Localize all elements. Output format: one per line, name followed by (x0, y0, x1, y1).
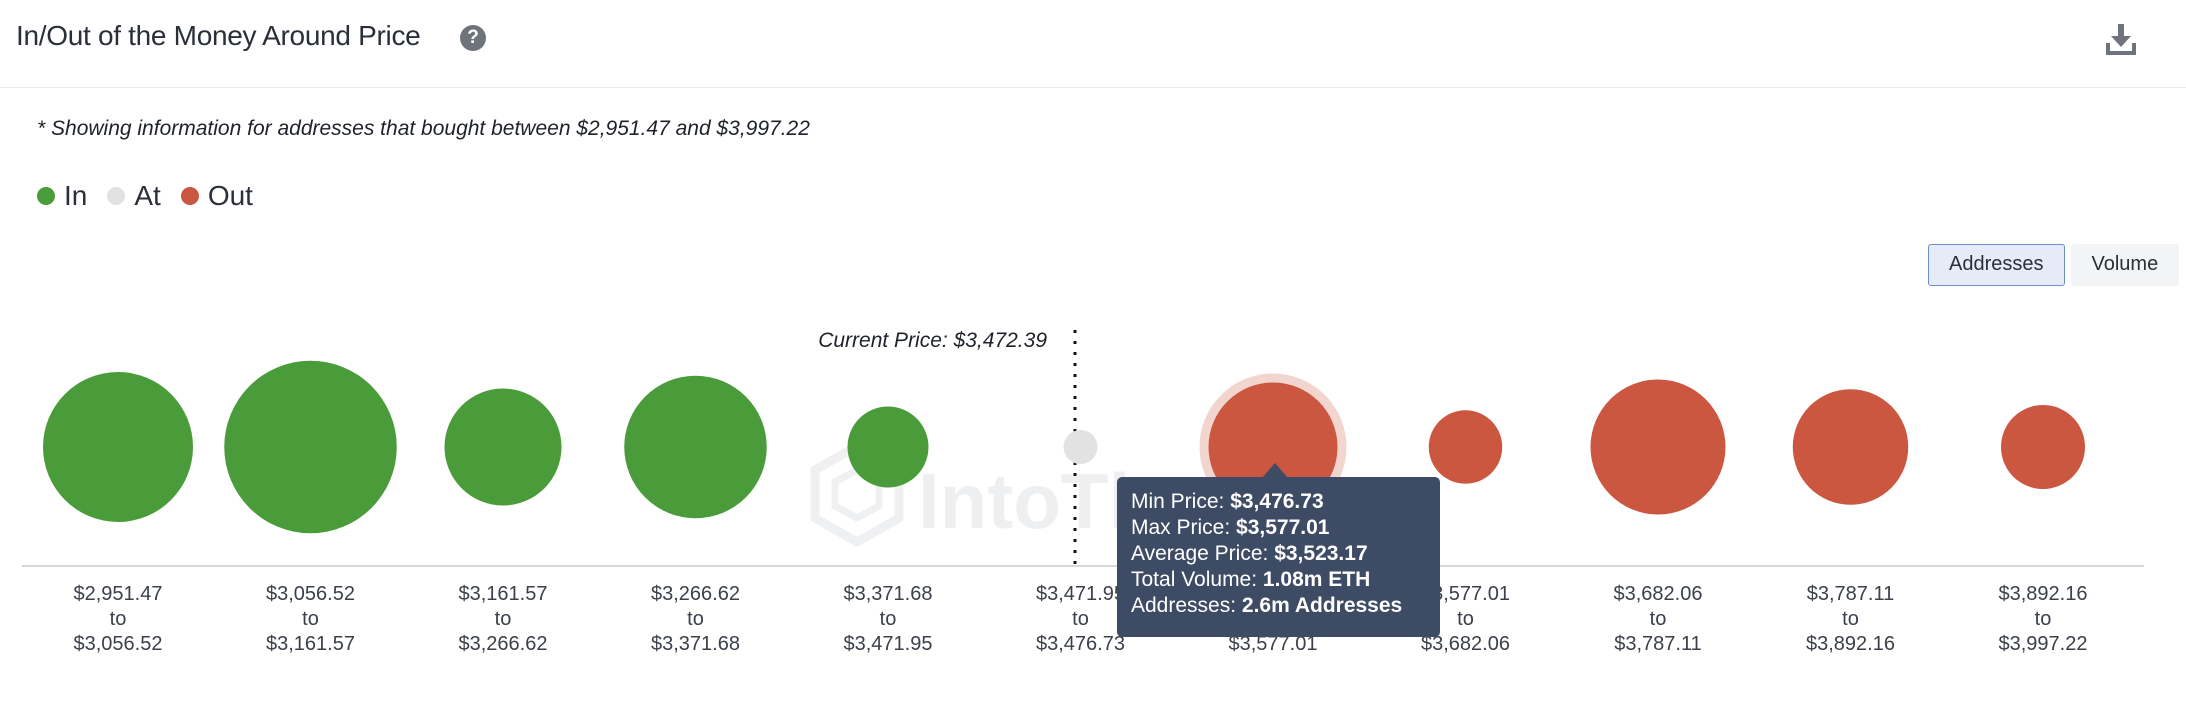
tick-label-from: $2,951.47 (74, 583, 163, 605)
tick-label-to-value: $3,056.52 (74, 633, 163, 655)
tick-label-to: to (302, 608, 319, 630)
tick-label-from: $3,056.52 (266, 583, 355, 605)
tooltip-addr-value: 2.6m Addresses (1241, 594, 1403, 617)
bubble-out[interactable] (1428, 410, 1503, 484)
tick-label-to-value: $3,471.95 (844, 633, 933, 655)
tick-label-to: to (687, 608, 704, 630)
tick-label-from: $3,471.95 (1036, 583, 1125, 605)
bubble-in[interactable] (224, 360, 397, 534)
tick-label-to-value: $3,892.16 (1806, 633, 1895, 655)
tick-label-to: to (110, 608, 127, 630)
tick-label-from: $3,161.57 (459, 583, 548, 605)
tick-label-from: $3,577.01 (1421, 583, 1510, 605)
measure-toggle: Addresses Volume (1928, 244, 2180, 286)
tick-label-from: $3,892.16 (1999, 583, 2088, 605)
legend-item-out[interactable]: Out (180, 180, 253, 212)
tick-label-from: $3,787.11 (1807, 583, 1895, 605)
tooltip-min-label: Min Price: (1131, 490, 1225, 513)
tick-label-to-value: $3,997.22 (1999, 633, 2088, 655)
legend-dot-in (37, 187, 55, 205)
tooltip-avg-value: $3,523.17 (1274, 542, 1368, 565)
legend: In At Out (37, 180, 273, 212)
tooltip-arrow (1262, 463, 1288, 478)
bubble-tooltip: Min Price: $3,476.73 Max Price: $3,577.0… (1117, 477, 1440, 637)
price-range-note: * Showing information for addresses that… (37, 117, 810, 140)
bubble-in[interactable] (43, 372, 193, 522)
tooltip-max-label: Max Price: (1131, 516, 1231, 539)
tick-label-from: $3,266.62 (651, 583, 740, 605)
bubble-at[interactable] (1063, 430, 1098, 464)
tick-label-to-value: $3,577.01 (1229, 633, 1318, 655)
bubble-out[interactable] (1590, 379, 1726, 515)
tick-label-to: to (1072, 608, 1089, 630)
question-circle-icon[interactable]: ? (460, 25, 486, 51)
tick-label-to-value: $3,787.11 (1614, 633, 1702, 655)
bubble-out[interactable] (1792, 389, 1909, 505)
tick-label-to: to (495, 608, 512, 630)
legend-dot-at (107, 187, 126, 205)
tick-label-to-value: $3,682.06 (1421, 633, 1510, 655)
legend-label-out: Out (207, 180, 253, 211)
tick-label-to-value: $3,476.73 (1036, 633, 1125, 655)
tick-label-from: $3,371.68 (844, 583, 933, 605)
addresses-button[interactable]: Addresses (1928, 244, 2065, 286)
tick-label-to-value: $3,266.62 (459, 633, 548, 655)
tooltip-min-value: $3,476.73 (1230, 490, 1324, 513)
volume-button[interactable]: Volume (2070, 244, 2180, 286)
tick-label-to: to (1842, 608, 1859, 630)
bubble-in[interactable] (624, 375, 767, 519)
current-price-label: Current Price: $3,472.39 (818, 329, 1047, 352)
bubble-in[interactable] (444, 388, 562, 506)
tooltip-addr-label: Addresses: (1131, 594, 1237, 617)
bubble-out[interactable] (2001, 405, 2085, 489)
tick-label-to: to (880, 608, 897, 630)
tooltip-max-value: $3,577.01 (1236, 516, 1330, 539)
tooltip-vol-label: Total Volume: (1131, 568, 1258, 591)
legend-dot-out (180, 187, 199, 205)
legend-label-in: In (64, 180, 88, 211)
tick-label-to: to (1650, 608, 1667, 630)
tick-label-to: to (2035, 608, 2052, 630)
tick-label-to-value: $3,161.57 (266, 633, 355, 655)
download-icon[interactable] (2105, 22, 2137, 56)
legend-item-in[interactable]: In (37, 180, 87, 212)
chart-header: In/Out of the Money Around Price ? (0, 0, 2186, 88)
tick-label-from: $3,682.06 (1614, 583, 1703, 605)
tick-label-to-value: $3,371.68 (651, 633, 740, 655)
legend-item-at[interactable]: At (107, 180, 161, 212)
legend-label-at: At (134, 180, 161, 211)
tick-labels-layer: $2,951.47 to $3,056.52 $3,056.52 to $3,161.57… (74, 583, 2088, 655)
bubble-in[interactable] (847, 406, 929, 488)
chart-title: In/Out of the Money Around Price (16, 20, 421, 51)
tooltip-avg-label: Average Price: (1131, 542, 1269, 565)
tooltip-vol-value: 1.08m ETH (1262, 568, 1371, 591)
tick-label-to: to (1457, 608, 1474, 630)
